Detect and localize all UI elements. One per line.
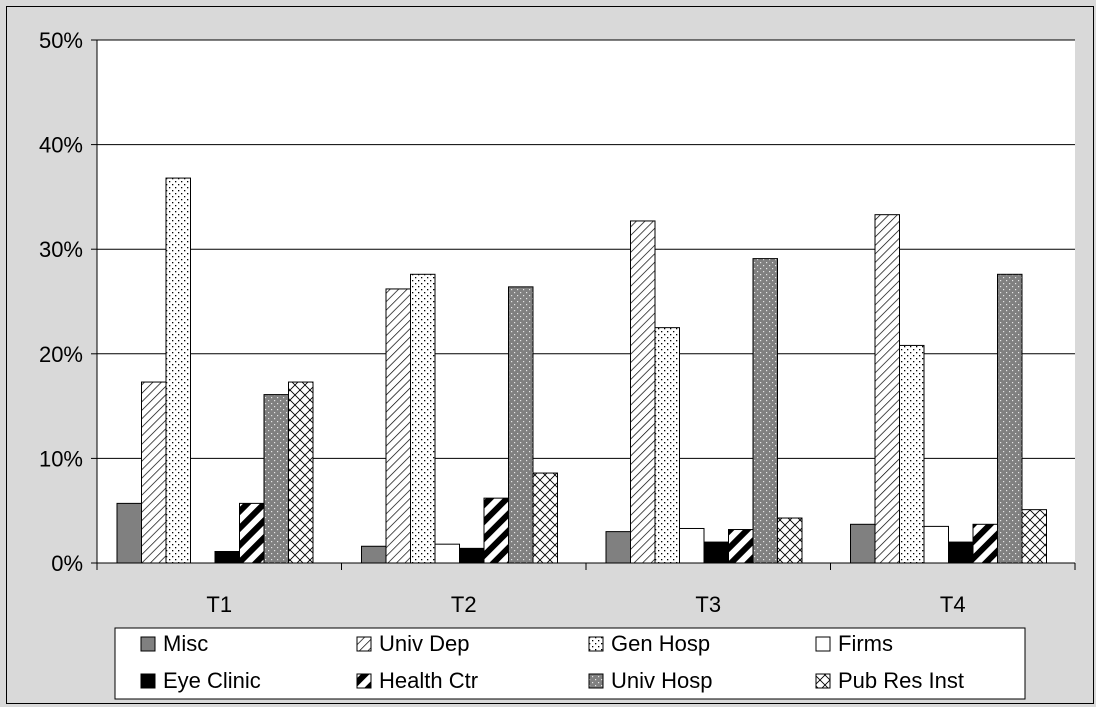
bar-t3-univ-hosp [752, 258, 778, 564]
legend-swatch [140, 673, 156, 689]
bar-t4-misc [850, 523, 876, 564]
legend-item-misc: Misc [140, 631, 208, 656]
bar-t1-eye-clinic [214, 550, 240, 564]
legend-swatch [588, 673, 604, 689]
bar-t4-eye-clinic [948, 541, 974, 564]
bar-t1-univ-dep [141, 381, 167, 564]
legend-label: Health Ctr [379, 668, 478, 693]
legend-item-univ-dep: Univ Dep [356, 631, 469, 656]
bar-t4-gen-hosp [899, 344, 925, 564]
bar-t4-univ-hosp [997, 273, 1023, 564]
bar-t1-univ-hosp [263, 394, 289, 564]
legend-swatch [140, 636, 156, 652]
bar-t2-univ-hosp [508, 286, 534, 564]
bar-t4-univ-dep [874, 214, 900, 564]
legend-swatch [356, 673, 372, 689]
legend-swatch [815, 673, 831, 689]
legend-item-gen-hosp: Gen Hosp [588, 631, 710, 656]
y-tick-label: 30% [39, 237, 83, 262]
x-tick-label: T4 [940, 592, 966, 617]
y-tick-label: 10% [39, 446, 83, 471]
bar-t3-pub-res-inst [777, 517, 803, 564]
legend-label: Misc [163, 631, 208, 656]
bar-t3-gen-hosp [654, 327, 680, 564]
legend-label: Univ Dep [379, 631, 469, 656]
y-tick-label: 20% [39, 342, 83, 367]
bar-t2-firms [434, 543, 460, 564]
bar-t2-eye-clinic [459, 547, 485, 564]
y-tick-label: 50% [39, 28, 83, 53]
legend: Misc Univ Dep Gen Hosp Firms Eye Clinic Healt… [140, 631, 964, 693]
axes-group [91, 39, 1076, 570]
legend-item-eye-clinic: Eye Clinic [140, 668, 261, 693]
bar-t1-pub-res-inst [288, 381, 314, 564]
x-tick-label: T2 [451, 592, 477, 617]
legend-swatch [588, 636, 604, 652]
bar-t1-misc [116, 502, 142, 564]
legend-item-univ-hosp: Univ Hosp [588, 668, 712, 693]
y-tick-label: 40% [39, 133, 83, 158]
bar-t3-firms [679, 527, 705, 564]
legend-label: Firms [838, 631, 893, 656]
bar-t4-firms [923, 525, 949, 564]
bar-t4-health-ctr [972, 523, 998, 564]
legend-label: Gen Hosp [611, 631, 710, 656]
legend-item-pub-res-inst: Pub Res Inst [815, 668, 964, 693]
plot-area [97, 40, 1075, 563]
bar-t3-misc [605, 531, 631, 564]
y-tick-label: 0% [51, 551, 83, 576]
x-axis-tick-labels: T1 T2 T3 T4 [206, 592, 965, 617]
legend-item-firms: Firms [815, 631, 893, 656]
legend-label: Eye Clinic [163, 668, 261, 693]
bar-t2-univ-dep [385, 288, 411, 564]
legend-item-health-ctr: Health Ctr [356, 668, 478, 693]
x-tick-label: T3 [695, 592, 721, 617]
y-axis-tick-labels: 0% 10% 20% 30% 40% 50% [39, 28, 83, 576]
legend-box [114, 627, 1026, 700]
bar-t3-health-ctr [728, 529, 754, 564]
bar-t2-misc [361, 545, 387, 564]
legend-swatch [815, 636, 831, 652]
legend-label: Univ Hosp [611, 668, 712, 693]
bars-group [116, 177, 1047, 564]
bar-t3-univ-dep [630, 220, 656, 564]
bar-t4-pub-res-inst [1021, 509, 1047, 564]
legend-label: Pub Res Inst [838, 668, 964, 693]
bar-t1-health-ctr [239, 502, 265, 564]
legend-swatch [356, 636, 372, 652]
bar-t3-eye-clinic [703, 541, 729, 564]
bar-t2-health-ctr [483, 497, 509, 564]
bar-t2-gen-hosp [410, 273, 436, 564]
x-tick-label: T1 [206, 592, 232, 617]
bar-t1-gen-hosp [165, 177, 191, 564]
bar-t2-pub-res-inst [532, 472, 558, 564]
